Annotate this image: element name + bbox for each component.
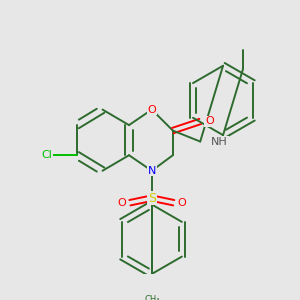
Text: S: S: [148, 192, 156, 205]
Text: NH: NH: [211, 136, 228, 146]
Text: N: N: [148, 166, 156, 176]
Text: O: O: [117, 198, 126, 208]
Text: O: O: [178, 198, 186, 208]
Text: CH₃: CH₃: [144, 295, 160, 300]
Text: Cl: Cl: [41, 150, 52, 160]
Text: O: O: [148, 105, 156, 115]
Text: O: O: [205, 116, 214, 126]
